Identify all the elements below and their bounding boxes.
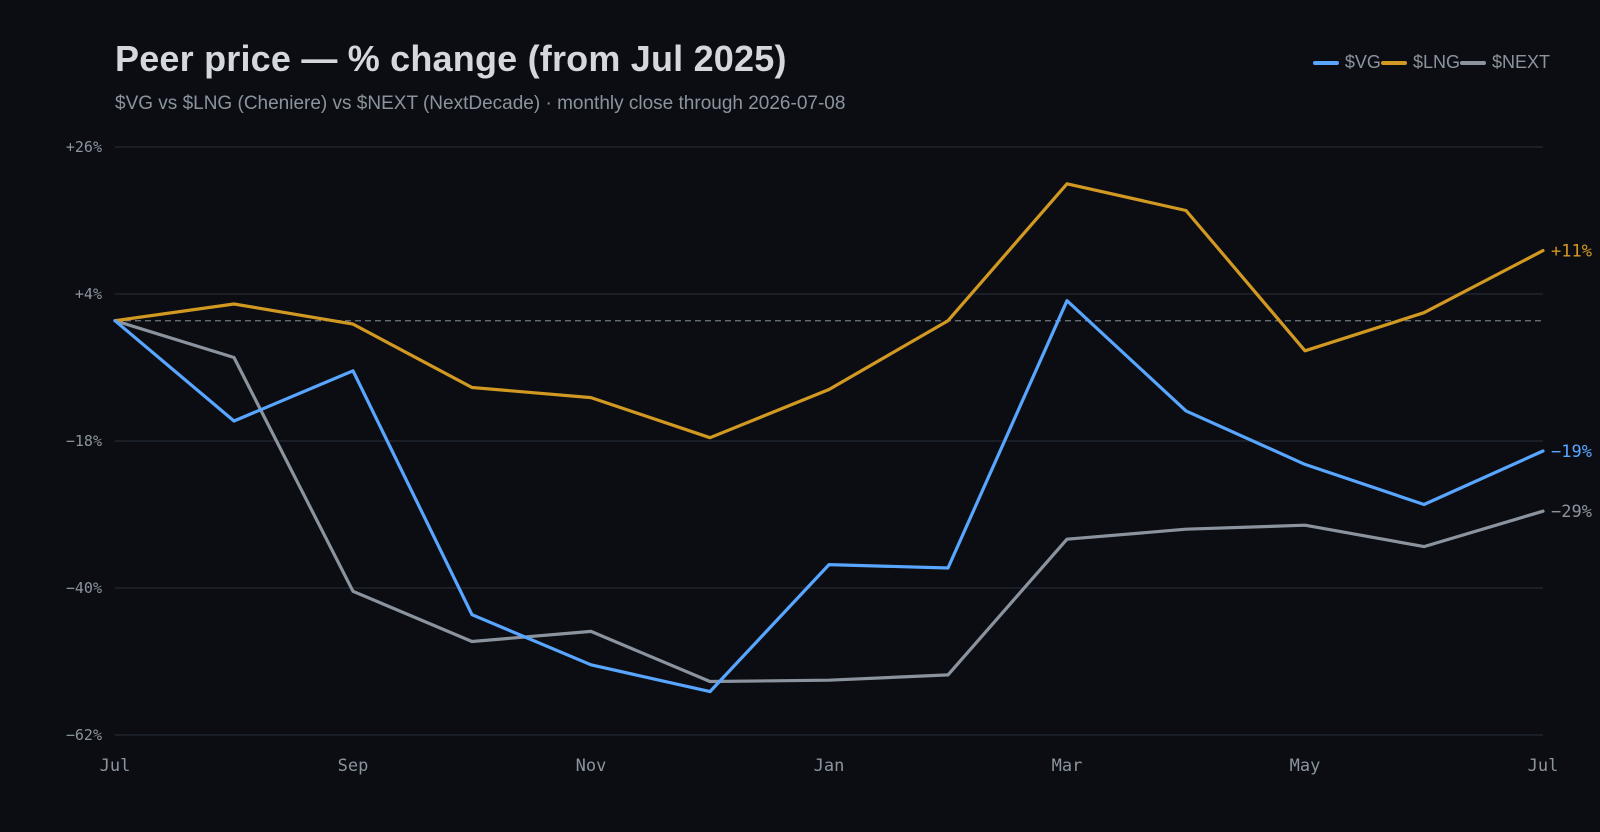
series-lines bbox=[113, 182, 1545, 694]
legend-swatch-next bbox=[1459, 60, 1486, 65]
x-tick-label: Jan bbox=[814, 756, 845, 776]
grid-lines bbox=[115, 146, 1543, 736]
y-tick-label: +4% bbox=[75, 285, 102, 303]
x-tick-label: Nov bbox=[576, 756, 607, 776]
end-label-lng: +11% bbox=[1551, 242, 1592, 262]
x-tick-label: Jul bbox=[100, 756, 131, 776]
end-labels: −19% +11% −29% bbox=[1551, 242, 1592, 523]
x-tick-label: Mar bbox=[1052, 756, 1083, 776]
chart-subtitle: $VG vs $LNG (Cheniere) vs $NEXT (NextDec… bbox=[115, 93, 846, 114]
x-tick-label: May bbox=[1290, 756, 1321, 776]
y-tick-label: −62% bbox=[66, 726, 102, 744]
legend-swatch-lng bbox=[1380, 60, 1407, 65]
chart-legend: $VG $LNG $NEXT bbox=[1312, 52, 1550, 73]
x-tick-label: Sep bbox=[338, 756, 369, 776]
end-label-next: −29% bbox=[1551, 502, 1592, 522]
legend-label-vg: $VG bbox=[1344, 52, 1381, 72]
legend-label-next: $NEXT bbox=[1491, 52, 1550, 72]
x-tick-label: Jul bbox=[1528, 756, 1559, 776]
y-tick-label: −18% bbox=[66, 432, 102, 450]
series-line-vg bbox=[113, 299, 1545, 694]
legend-swatch-vg bbox=[1312, 60, 1339, 65]
chart-title: Peer price — % change (from Jul 2025) bbox=[115, 38, 787, 79]
legend-label-lng: $LNG bbox=[1412, 52, 1460, 72]
y-tick-label: +26% bbox=[66, 138, 102, 156]
series-line-lng bbox=[113, 182, 1545, 440]
legend-item-vg: $VG bbox=[1312, 52, 1381, 73]
end-label-vg: −19% bbox=[1551, 442, 1592, 462]
x-axis-ticks: Jul Sep Nov Jan Mar May Jul bbox=[100, 756, 1559, 776]
y-axis-ticks: +26% +4% −18% −40% −62% bbox=[66, 138, 102, 744]
y-tick-label: −40% bbox=[66, 579, 102, 597]
series-line-next bbox=[113, 319, 1545, 684]
legend-item-next: $NEXT bbox=[1459, 52, 1550, 73]
legend-item-lng: $LNG bbox=[1380, 52, 1460, 73]
